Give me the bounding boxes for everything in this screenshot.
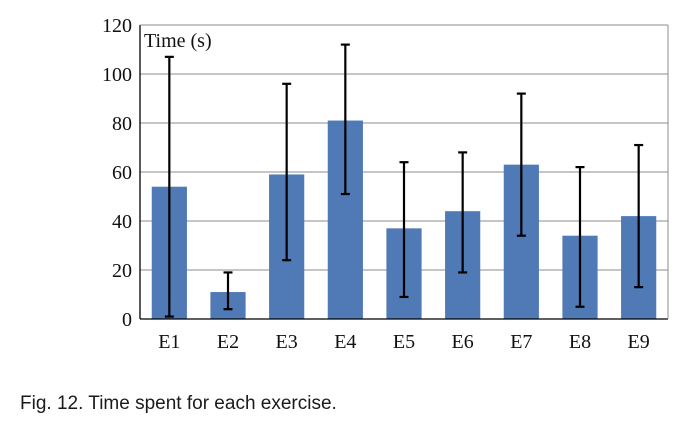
x-tick-label: E8	[569, 331, 591, 353]
tick-labels: 0 20 40 60 80 100 120 E1 E2 E3 E4 E5 E6 E7 E8 E9	[102, 15, 650, 353]
error-bars	[164, 43, 644, 318]
x-tick-label: E3	[276, 331, 298, 353]
y-tick-label: 60	[112, 162, 132, 184]
x-tick-label: E6	[452, 331, 474, 353]
x-tick-label: E2	[217, 331, 239, 353]
x-tick-label: E7	[510, 331, 532, 353]
bar-chart: 0 20 40 60 80 100 120 E1 E2 E3 E4 E5 E6 E7 E8 E9 Time (…	[102, 15, 669, 353]
x-tick-label: E4	[334, 331, 356, 353]
x-tick-label: E9	[628, 331, 650, 353]
y-tick-label: 0	[122, 309, 132, 331]
y-axis-label: Time (s)	[144, 30, 212, 52]
y-tick-label: 80	[112, 113, 132, 135]
y-tick-label: 20	[112, 260, 132, 282]
figure-caption: Fig. 12. Time spent for each exercise.	[20, 393, 337, 414]
y-tick-label: 120	[102, 15, 132, 37]
y-tick-label: 40	[112, 211, 132, 233]
y-tick-label: 100	[102, 64, 132, 86]
axes	[139, 24, 669, 320]
x-tick-label: E1	[158, 331, 180, 353]
x-tick-label: E5	[393, 331, 415, 353]
